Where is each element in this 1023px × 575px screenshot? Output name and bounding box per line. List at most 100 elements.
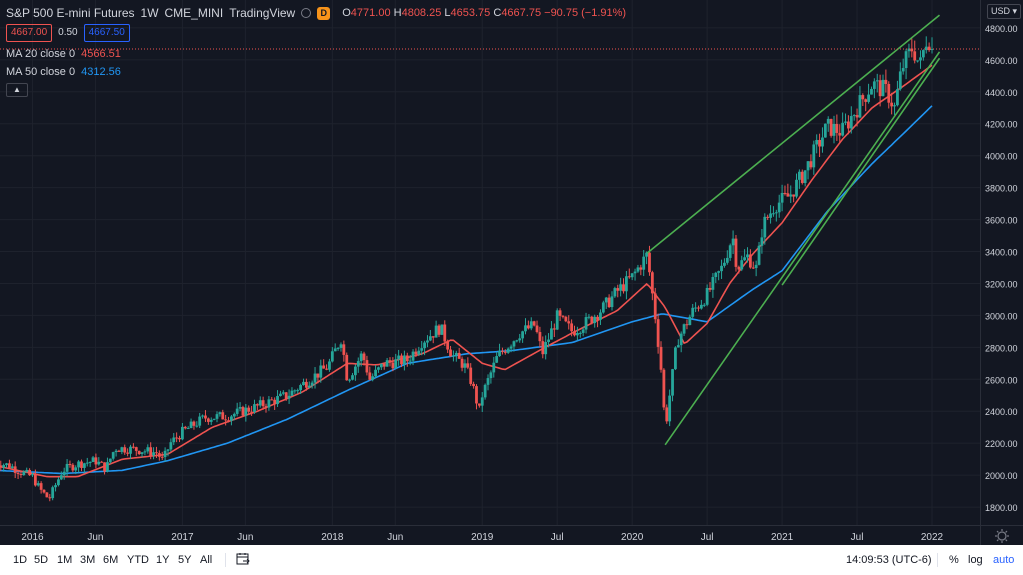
range-1m-button[interactable]: 1M <box>57 554 73 566</box>
candle-body <box>238 407 242 409</box>
candle-body <box>901 68 905 72</box>
trendline-upper[interactable] <box>646 14 941 254</box>
calendar-goto-icon[interactable] <box>236 552 250 569</box>
candle-body <box>131 446 135 448</box>
candle-body <box>13 466 17 473</box>
trendline-lower-steep[interactable] <box>664 51 941 446</box>
currency-button[interactable]: USD ▾ <box>987 4 1022 19</box>
gear-icon[interactable] <box>981 526 1023 546</box>
candle-body <box>88 461 92 463</box>
interval-label[interactable]: 1W <box>140 6 159 20</box>
candle-body <box>166 449 170 451</box>
symbol-title[interactable]: S&P 500 E-mini Futures <box>6 6 135 20</box>
candle-body <box>152 452 155 456</box>
price-chart[interactable] <box>0 0 980 540</box>
candle-body <box>558 310 562 316</box>
calendar-goto-svg <box>236 553 250 565</box>
auto-scale-toggle[interactable]: auto <box>993 554 1015 566</box>
candle-body <box>590 316 594 324</box>
candle-body <box>80 461 83 468</box>
price-tick-label: 3600.00 <box>985 216 1018 226</box>
range-3m-button[interactable]: 3M <box>80 554 96 566</box>
candle-body <box>826 118 830 124</box>
sell-price-button[interactable]: 4667.00 <box>6 24 53 42</box>
time-axis[interactable]: 2016 Jun 2017 Jun 2018 Jun 2019 Jul 2020 Jul 2021 J… <box>0 525 980 545</box>
candle-body <box>431 336 435 338</box>
candle-body <box>838 132 842 136</box>
ma50-line[interactable] <box>0 105 933 475</box>
candle-body <box>596 316 599 320</box>
chevron-up-icon[interactable]: ▲ <box>6 83 28 97</box>
ma50-legend[interactable]: MA 50 close 0 4312.56 <box>6 65 626 79</box>
log-toggle[interactable]: log <box>968 554 983 566</box>
candle-body <box>919 57 922 61</box>
candle-body <box>501 350 504 352</box>
ma20-legend[interactable]: MA 20 close 0 4566.51 <box>6 47 626 61</box>
candle-body <box>800 171 804 183</box>
candle-body <box>541 341 545 355</box>
candle-body <box>858 95 862 118</box>
candle-body <box>639 267 643 270</box>
candle-body <box>276 396 279 405</box>
clock-timezone[interactable]: 14:09:53 (UTC-6) <box>846 554 932 566</box>
candle-body <box>85 462 89 464</box>
candle-body <box>893 105 896 107</box>
visibility-icon[interactable] <box>301 8 312 18</box>
delayed-badge[interactable]: D <box>317 6 331 20</box>
candle-body <box>855 115 859 118</box>
range-1d-button[interactable]: 1D <box>13 554 28 566</box>
candle-body <box>172 437 176 443</box>
range-ytd-button[interactable]: YTD <box>127 554 149 566</box>
range-5y-button[interactable]: 5Y <box>178 554 192 566</box>
range-1y-button[interactable]: 1Y <box>156 554 170 566</box>
candle-body <box>760 237 764 246</box>
candle-body <box>377 367 380 370</box>
candle-body <box>526 325 530 329</box>
candle-body <box>662 369 666 408</box>
candle-body <box>186 428 190 430</box>
candle-body <box>506 348 510 353</box>
range-5d-button[interactable]: 5D <box>34 554 49 566</box>
trendline-lower[interactable] <box>781 57 941 286</box>
candle-body <box>924 46 928 51</box>
candle-body <box>261 400 265 407</box>
candle-body <box>512 341 516 347</box>
candle-body <box>351 375 354 380</box>
price-axis[interactable]: USD ▾ 1600.001800.002000.002200.002400.0… <box>980 0 1023 545</box>
time-tick-label: 2019 <box>471 532 494 543</box>
chart-pane[interactable]: S&P 500 E-mini Futures 1W CME_MINI Tradi… <box>0 0 980 540</box>
candle-body <box>74 467 78 471</box>
open-key: O <box>342 7 351 19</box>
candle-body <box>403 355 406 365</box>
candle-body <box>218 412 222 415</box>
buy-price-button[interactable]: 4667.50 <box>83 24 130 42</box>
candle-body <box>339 344 343 348</box>
candle-body <box>143 451 147 453</box>
candle-body <box>42 489 46 493</box>
range-all-button[interactable]: All <box>200 554 213 566</box>
candle-body <box>593 316 597 324</box>
candle-body <box>443 324 447 342</box>
range-6m-button[interactable]: 6M <box>103 554 119 566</box>
candle-body <box>515 340 519 342</box>
candle-body <box>821 137 824 147</box>
candle-body <box>111 452 115 459</box>
candle-body <box>694 307 697 309</box>
candle-body <box>844 121 847 123</box>
candle-body <box>281 392 285 394</box>
candle-body <box>619 284 623 291</box>
candle-body <box>362 353 366 361</box>
candle-body <box>665 407 669 422</box>
candle-body <box>140 452 144 454</box>
legend-title-row[interactable]: S&P 500 E-mini Futures 1W CME_MINI Tradi… <box>6 6 626 20</box>
candle-body <box>783 192 787 194</box>
candle-body <box>573 331 576 336</box>
candle-body <box>797 171 801 180</box>
candle-body <box>668 395 672 422</box>
axis-settings-corner[interactable] <box>980 525 1023 545</box>
candle-body <box>287 395 291 399</box>
candle-body <box>126 452 130 454</box>
low-key: L <box>444 7 451 19</box>
candle-body <box>699 304 703 309</box>
percent-toggle[interactable]: % <box>949 554 959 566</box>
